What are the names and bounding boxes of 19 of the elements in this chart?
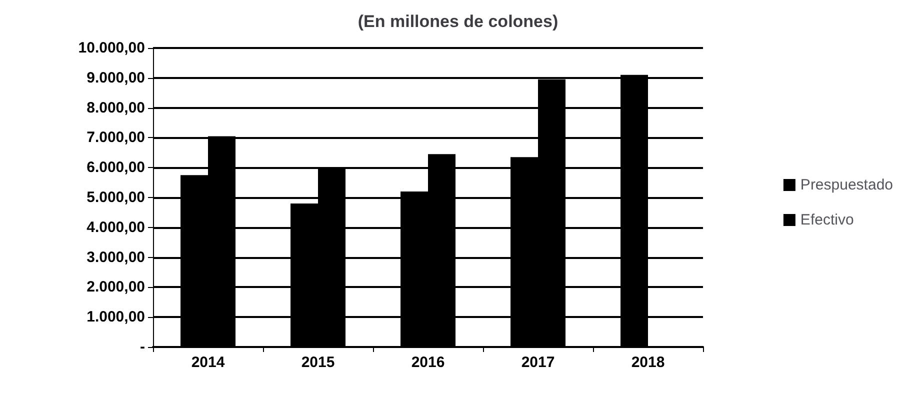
y-tick-label: 2.000,00 xyxy=(86,278,145,296)
y-tick-label: 5.000,00 xyxy=(86,189,145,206)
x-tick-label: 2015 xyxy=(301,354,335,371)
y-tick-label: 10.000,00 xyxy=(78,40,145,56)
y-tick-label: 3.000,00 xyxy=(86,248,145,266)
chart-title: (En millones de colones) xyxy=(358,12,558,31)
y-tick-label: 1.000,00 xyxy=(86,308,145,326)
x-tick-label: 2014 xyxy=(191,354,226,371)
x-tick-label: 2017 xyxy=(521,354,555,371)
y-tick-label: 6.000,00 xyxy=(86,159,145,176)
x-tick-label: 2018 xyxy=(631,354,665,371)
legend-label: Prespuestado xyxy=(800,176,894,194)
legend-label: Efectivo xyxy=(800,212,854,228)
y-tick-label: 8.000,00 xyxy=(86,99,145,116)
y-tick-label: - xyxy=(140,338,145,356)
y-tick-label: 7.000,00 xyxy=(86,129,145,146)
y-tick-label: 9.000,00 xyxy=(86,69,145,86)
y-tick-label: 4.000,00 xyxy=(86,218,145,236)
x-tick-label: 2016 xyxy=(411,354,445,371)
